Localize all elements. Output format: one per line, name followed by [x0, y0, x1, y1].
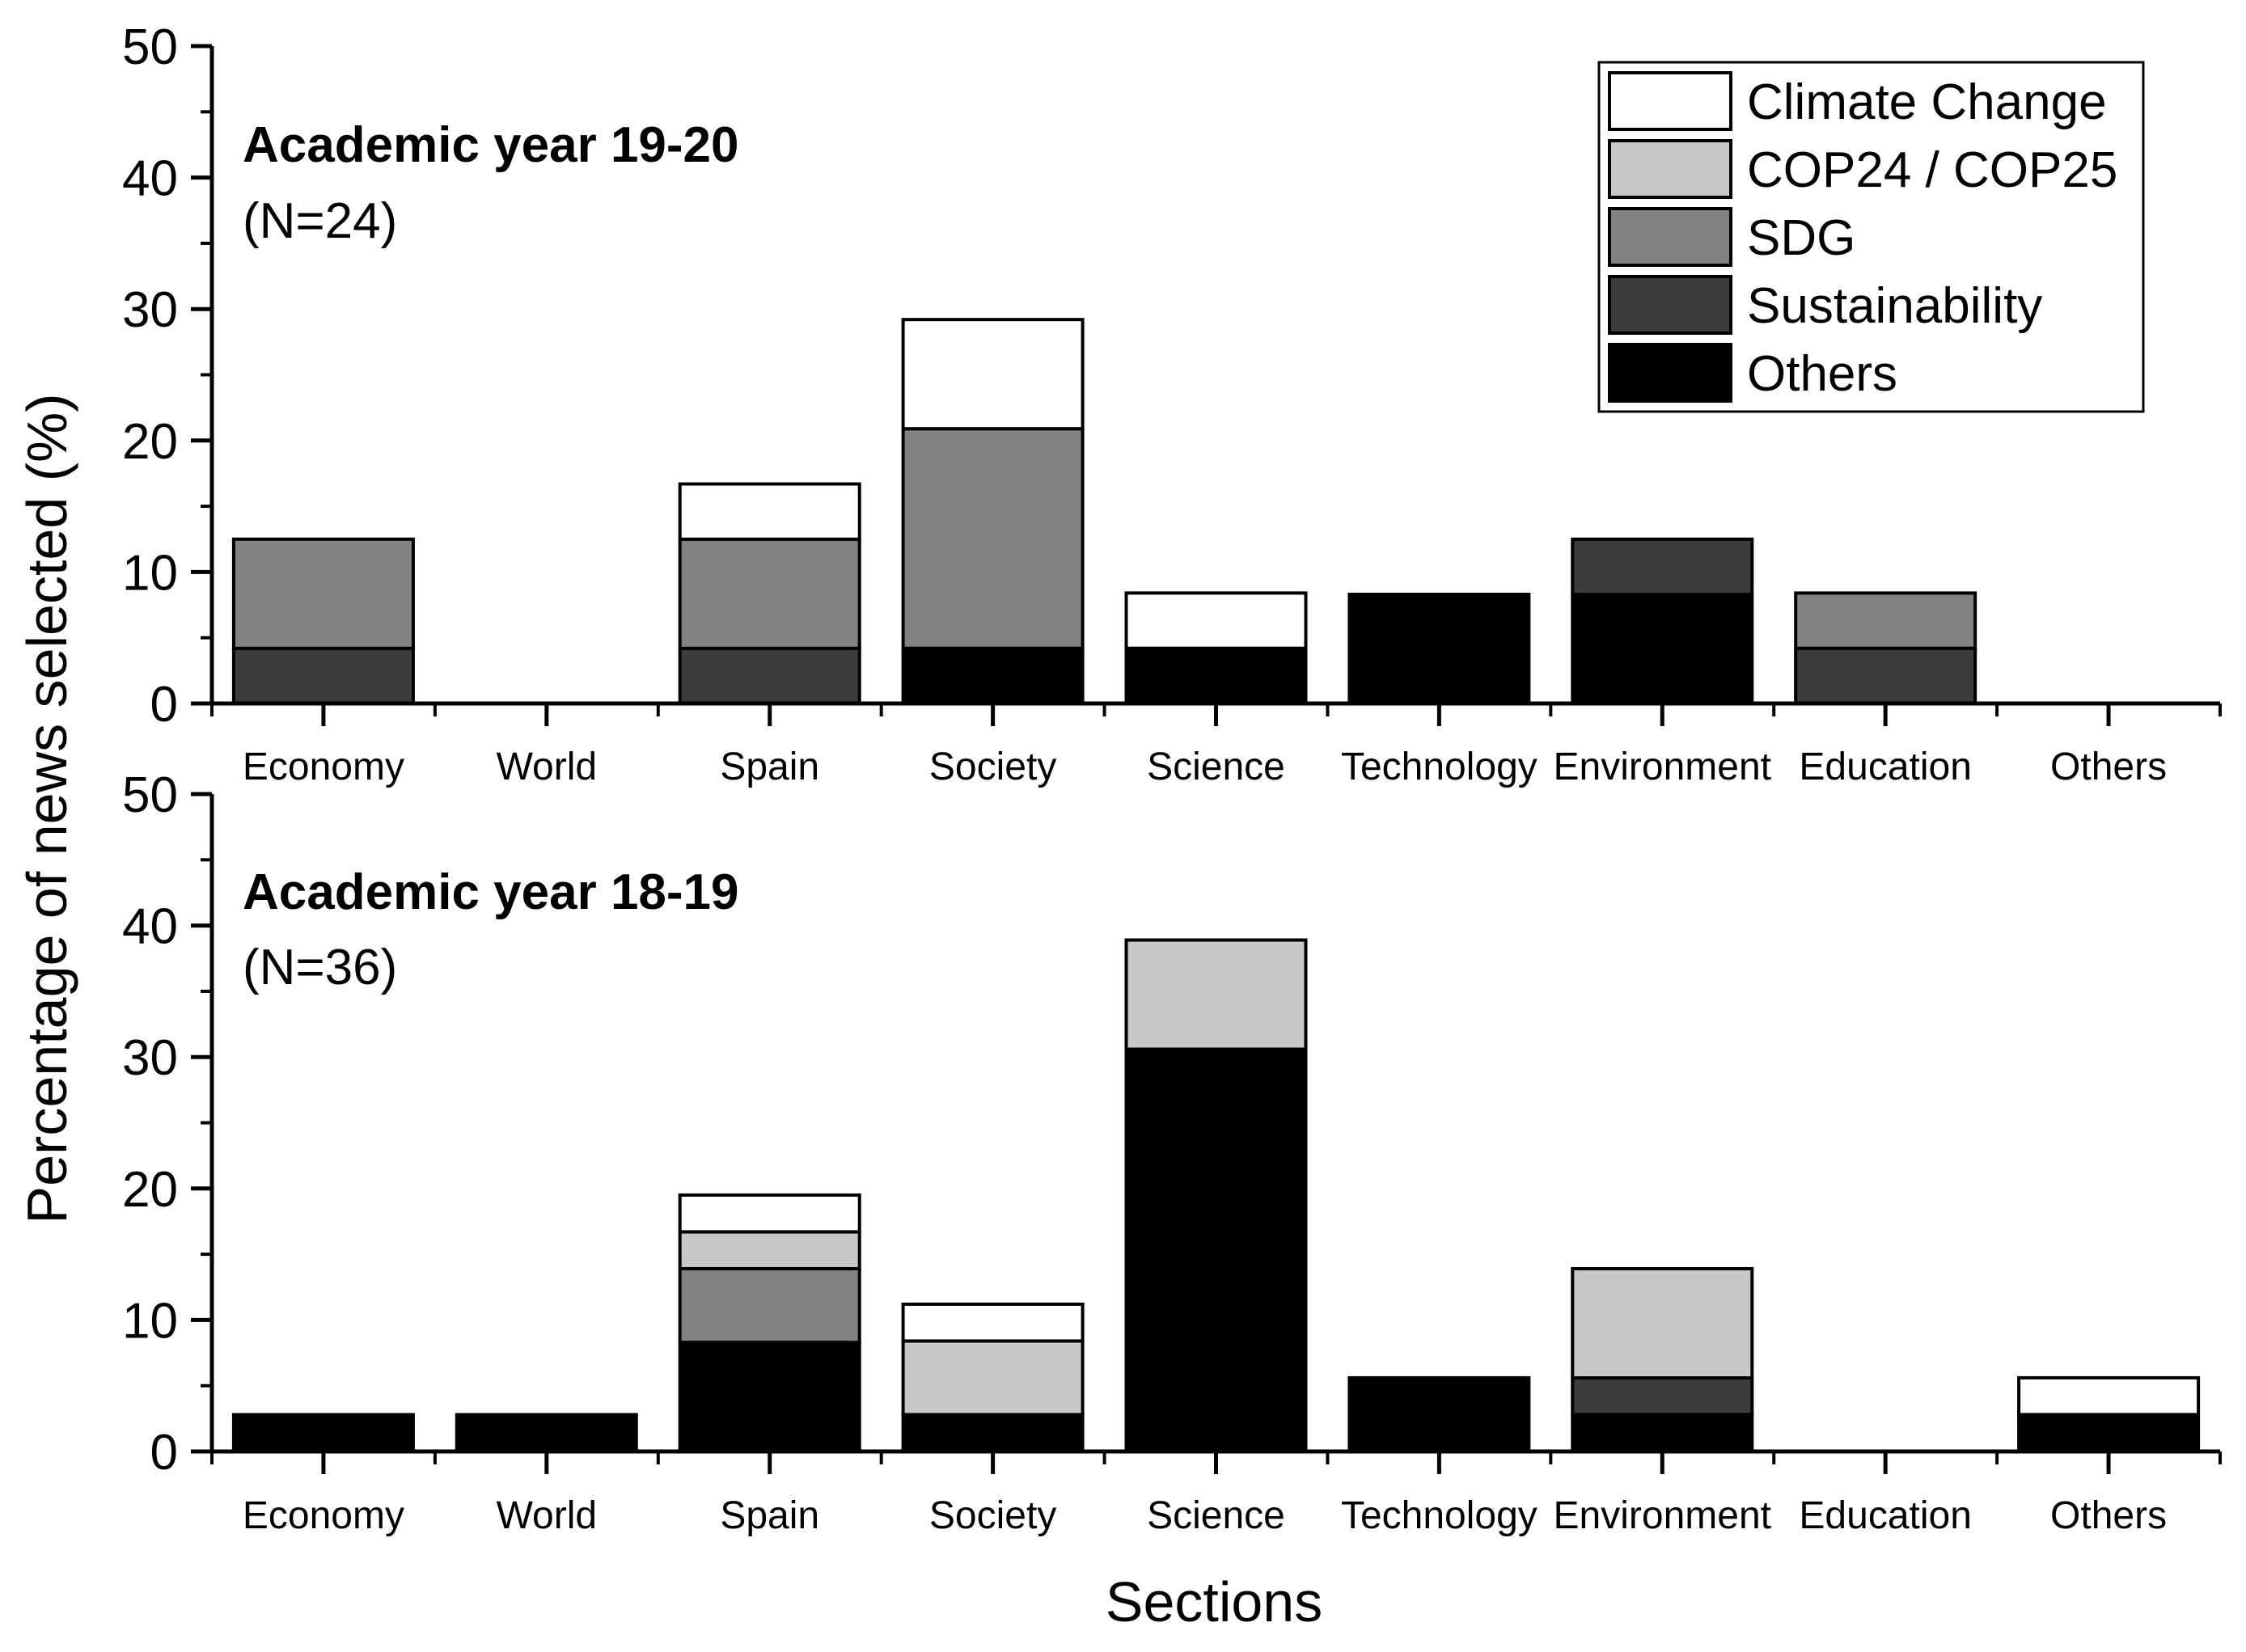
- bar-society-others: [901, 1413, 1085, 1453]
- panel-title: Academic year 18-19: [243, 864, 739, 920]
- x-tick-label-economy: Economy: [243, 1494, 404, 1537]
- y-tick-label: 20: [122, 1162, 178, 1218]
- bar-spain-others: [678, 1341, 861, 1453]
- x-tick-label-spain: Spain: [720, 1494, 819, 1537]
- panel-academic-year-18-19: 0 10 20 30 40 50 Economy World Spain Society Scien…: [122, 767, 2222, 1537]
- bar-society-cop24-cop25: [901, 1339, 1085, 1417]
- x-axis-title: Sections: [1106, 1570, 1322, 1633]
- legend-label-cop24-cop25: COP24 / COP25: [1747, 142, 2117, 198]
- bar-environment-sustainability: [1571, 1375, 1754, 1417]
- legend-swatch-climate-change: [1608, 71, 1732, 131]
- bar-society-others: [901, 646, 1085, 706]
- y-tick-label: 50: [122, 767, 178, 823]
- legend: Climate Change COP24 / COP25 SDG Sustainabi…: [1597, 61, 2145, 413]
- bar-science-climate-change: [1124, 591, 1308, 650]
- bar-education-sdg: [1794, 591, 1977, 650]
- x-tick-label-society: Society: [929, 1494, 1056, 1537]
- x-tick-label-world: World: [497, 746, 597, 788]
- bar-science-cop24-cop25: [1124, 938, 1308, 1051]
- bar-society-climate-change: [901, 1302, 1085, 1343]
- bar-science-others: [1124, 646, 1308, 706]
- y-tick-label: 0: [150, 677, 178, 733]
- panel-title: Academic year 19-20: [243, 117, 739, 173]
- x-tick-label-education: Education: [1799, 746, 1972, 788]
- bar-spain-climate-change: [678, 482, 861, 541]
- bar-society-climate-change: [901, 318, 1085, 431]
- y-tick-label: 40: [122, 151, 178, 207]
- bar-others-others: [2017, 1413, 2201, 1453]
- bar-environment-cop24-cop25: [1571, 1267, 1754, 1379]
- y-tick-label: 30: [122, 1030, 178, 1086]
- bar-spain-climate-change: [678, 1193, 861, 1234]
- legend-label-climate-change: Climate Change: [1747, 74, 2107, 130]
- y-tick-label: 40: [122, 899, 178, 955]
- y-tick-label: 10: [122, 545, 178, 601]
- x-tick-label-science: Science: [1147, 746, 1285, 788]
- y-tick-label: 0: [150, 1425, 178, 1481]
- bar-technology-others: [1347, 1375, 1531, 1454]
- bar-spain-sdg: [678, 537, 861, 650]
- x-tick-label-others: Others: [2050, 746, 2167, 788]
- panel-sample-size: (N=36): [243, 940, 397, 995]
- y-tick-label: 30: [122, 282, 178, 338]
- bar-economy-sustainability: [231, 646, 415, 706]
- x-tick-label-world: World: [497, 1494, 597, 1537]
- bar-spain-cop24-cop25: [678, 1230, 861, 1270]
- panel-academic-year-19-20: 0 10 20 30 40 50 Economy World Spain Society Scien…: [122, 19, 2222, 788]
- bar-environment-sustainability: [1571, 537, 1754, 597]
- bar-economy-others: [231, 1413, 415, 1453]
- x-tick-label-education: Education: [1799, 1494, 1972, 1537]
- y-axis-title: Percentage of news selected (%): [15, 393, 78, 1223]
- legend-swatch-others: [1608, 343, 1732, 403]
- legend-label-others: Others: [1747, 346, 1897, 402]
- x-tick-label-others: Others: [2050, 1494, 2167, 1537]
- y-tick-label: 10: [122, 1293, 178, 1349]
- legend-swatch-sustainability: [1608, 275, 1732, 335]
- bar-environment-others: [1571, 593, 1754, 705]
- y-tick-label: 20: [122, 414, 178, 470]
- bar-education-sustainability: [1794, 646, 1977, 706]
- x-tick-label-society: Society: [929, 746, 1056, 788]
- x-tick-label-spain: Spain: [720, 746, 819, 788]
- bar-world-others: [455, 1413, 638, 1453]
- bar-spain-sustainability: [678, 646, 861, 706]
- x-tick-label-technology: Technology: [1341, 746, 1538, 788]
- bar-technology-others: [1347, 593, 1531, 705]
- legend-label-sustainability: Sustainability: [1747, 278, 2042, 334]
- panel-sample-size: (N=24): [243, 193, 397, 249]
- x-tick-label-technology: Technology: [1341, 1494, 1538, 1537]
- x-tick-label-environment: Environment: [1554, 746, 1771, 788]
- bar-science-others: [1124, 1047, 1308, 1454]
- bar-society-sdg: [901, 427, 1085, 650]
- bar-spain-sdg: [678, 1267, 861, 1345]
- bar-economy-sdg: [231, 537, 415, 650]
- x-tick-label-science: Science: [1147, 1494, 1285, 1537]
- legend-label-sdg: SDG: [1747, 210, 1855, 266]
- bar-environment-others: [1571, 1413, 1754, 1453]
- bar-others-climate-change: [2017, 1375, 2201, 1417]
- legend-swatch-sdg: [1608, 207, 1732, 267]
- y-tick-label: 50: [122, 19, 178, 75]
- x-tick-label-environment: Environment: [1554, 1494, 1771, 1537]
- x-tick-label-economy: Economy: [243, 746, 404, 788]
- legend-swatch-cop24-cop25: [1608, 139, 1732, 199]
